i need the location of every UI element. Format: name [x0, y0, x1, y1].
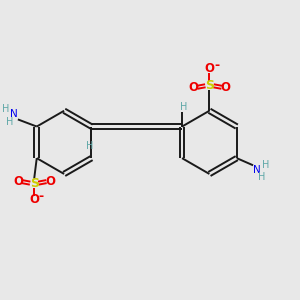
Text: O: O [46, 175, 56, 188]
Text: N: N [253, 165, 261, 175]
Text: H: H [258, 172, 265, 182]
Text: H: H [180, 102, 187, 112]
Text: H: H [86, 141, 94, 151]
Text: O: O [13, 175, 23, 188]
Text: O: O [221, 81, 231, 94]
Text: -: - [214, 59, 219, 72]
Text: S: S [30, 177, 39, 190]
Text: O: O [188, 81, 198, 94]
Text: H: H [6, 118, 14, 128]
Text: S: S [205, 79, 214, 92]
Text: O: O [204, 62, 214, 75]
Text: O: O [29, 194, 39, 206]
Text: -: - [39, 190, 44, 203]
Text: H: H [2, 104, 9, 114]
Text: H: H [262, 160, 269, 170]
Text: N: N [10, 109, 18, 119]
